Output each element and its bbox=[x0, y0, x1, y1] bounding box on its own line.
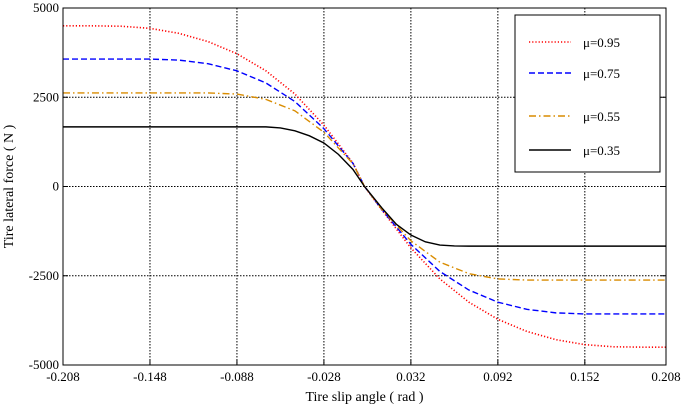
x-tick-label: -0.208 bbox=[46, 369, 80, 384]
x-tick-label: 0.092 bbox=[483, 369, 512, 384]
legend: μ=0.95 μ=0.75 μ=0.55 μ=0.35 bbox=[514, 14, 661, 173]
x-tick-label: -0.088 bbox=[220, 369, 254, 384]
x-tick-label: 0.032 bbox=[396, 369, 425, 384]
legend-label-1: μ=0.95 bbox=[583, 35, 620, 50]
x-tick-label: 0.152 bbox=[570, 369, 599, 384]
y-tick-label: 0 bbox=[53, 179, 60, 194]
legend-box bbox=[514, 14, 661, 173]
y-tick-label: -5000 bbox=[29, 357, 59, 372]
y-tick-label: 5000 bbox=[33, 0, 59, 15]
x-tick-label: 0.208 bbox=[651, 369, 680, 384]
series-lines bbox=[63, 25, 666, 348]
x-tick-label: -0.028 bbox=[307, 369, 341, 384]
x-axis-label: Tire slip angle ( rad ) bbox=[305, 390, 423, 405]
legend-label-3: μ=0.55 bbox=[583, 109, 620, 124]
y-tick-label: -2500 bbox=[29, 268, 59, 283]
x-tick-label: -0.148 bbox=[133, 369, 167, 384]
y-axis-label: Tire lateral force ( N ) bbox=[2, 124, 17, 248]
series-line-4 bbox=[63, 126, 666, 247]
axis-ticks: -0.208 -0.148 -0.088 -0.028 0.032 0.092 0.152 0… bbox=[29, 0, 681, 384]
legend-label-2: μ=0.75 bbox=[583, 66, 620, 81]
legend-label-4: μ=0.35 bbox=[583, 143, 620, 158]
y-tick-label: 2500 bbox=[33, 89, 59, 104]
